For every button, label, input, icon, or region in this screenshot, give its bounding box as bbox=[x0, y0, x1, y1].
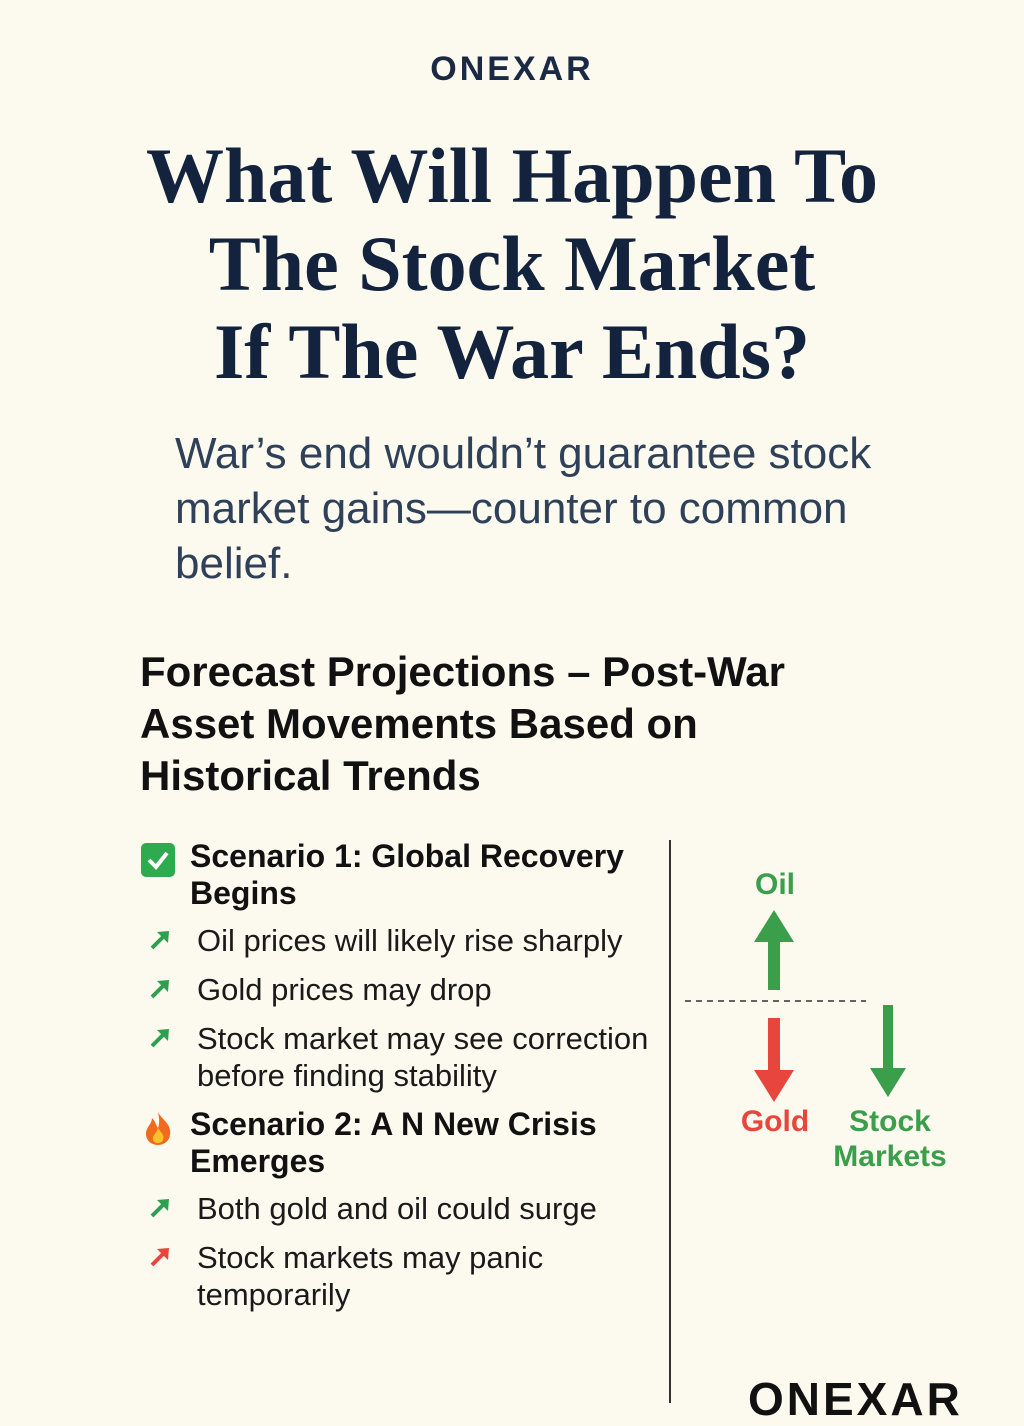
bullet-text: Stock markets may panic temporarily bbox=[197, 1240, 544, 1312]
bullet-arrow bbox=[150, 931, 169, 950]
gold-arrow bbox=[754, 1018, 794, 1102]
bullet: Oil prices will likely rise sharply bbox=[140, 922, 660, 959]
oil-label: Oil bbox=[755, 868, 795, 901]
stocks-label: Stock Markets bbox=[833, 1105, 946, 1173]
brand: ONEXAR bbox=[430, 50, 594, 88]
scenario-icon bbox=[141, 843, 175, 877]
bullet: Stock markets may panic temporarily bbox=[140, 1239, 660, 1313]
gold-label: Gold bbox=[741, 1105, 809, 1138]
scenario-title: Scenario 2: A N New Crisis Emerges bbox=[190, 1106, 597, 1179]
bullet: Both gold and oil could surge bbox=[140, 1190, 660, 1227]
bullet-arrow bbox=[150, 1199, 169, 1218]
scenario-icon bbox=[146, 1112, 171, 1145]
bullet-arrow bbox=[150, 980, 169, 999]
stocks-label-line: Markets bbox=[833, 1140, 946, 1173]
title-line: What Will Happen To bbox=[146, 132, 878, 219]
title-line: If The War Ends? bbox=[213, 308, 811, 395]
bullet-arrow bbox=[150, 1029, 169, 1048]
bullet: Stock market may see correction before f… bbox=[140, 1020, 660, 1094]
section-heading: Forecast Projections – Post-War Asset Mo… bbox=[140, 648, 785, 799]
title-line: The Stock Market bbox=[208, 220, 816, 307]
bullet: Gold prices may drop bbox=[140, 971, 660, 1008]
bullet-text: Stock market may see correction before f… bbox=[197, 1021, 649, 1093]
bullet-arrow bbox=[150, 1248, 169, 1267]
divider bbox=[669, 840, 671, 1403]
oil-arrow bbox=[754, 910, 794, 990]
stocks-label-line: Stock bbox=[849, 1105, 931, 1138]
bullet-text: Oil prices will likely rise sharply bbox=[197, 923, 623, 958]
stocks-arrow bbox=[870, 1005, 906, 1097]
scenario-title: Scenario 1: Global Recovery Begins bbox=[190, 838, 624, 911]
title: What Will Happen To The Stock Market If Th… bbox=[0, 132, 1024, 396]
scenario: Scenario 2: A N New Crisis Emerges bbox=[140, 1106, 660, 1180]
bullet-text: Both gold and oil could surge bbox=[197, 1191, 597, 1226]
footer-brand: ONEXAR bbox=[748, 1373, 963, 1425]
subtitle: War’s end wouldn’t guarantee stock marke… bbox=[175, 429, 872, 588]
scenarios: Scenario 1: Global Recovery Begins Oil pr… bbox=[140, 838, 660, 1325]
diagram: Oil Gold Stock Markets bbox=[685, 868, 947, 1173]
bullet-text: Gold prices may drop bbox=[197, 972, 492, 1007]
scenario: Scenario 1: Global Recovery Begins bbox=[140, 838, 660, 912]
